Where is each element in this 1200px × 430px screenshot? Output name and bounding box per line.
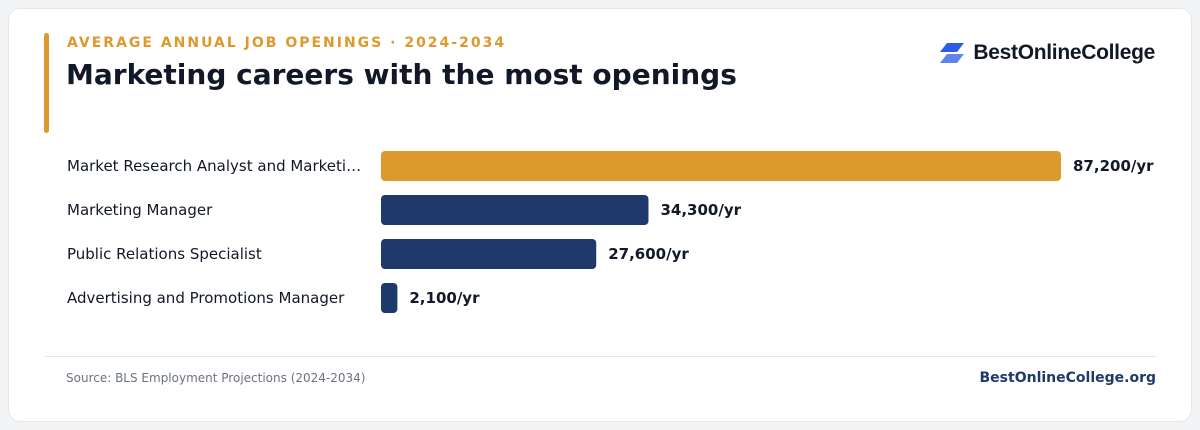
chart-eyebrow: AVERAGE ANNUAL JOB OPENINGS · 2024-2034: [67, 35, 507, 51]
accent-bar: [44, 33, 49, 133]
bar: [381, 195, 649, 225]
bar: [381, 283, 398, 313]
source-note: Source: BLS Employment Projections (2024…: [66, 371, 366, 385]
stacked-parallelogram-logo-icon: [940, 43, 965, 63]
bar-chart-svg: Market Research Analyst and Marketi… 87,2…: [67, 151, 1154, 313]
value-label: 34,300/yr: [660, 201, 741, 219]
category-label: Marketing Manager: [67, 201, 213, 219]
value-label: 87,200/yr: [1073, 157, 1154, 175]
value-label: 27,600/yr: [608, 245, 689, 263]
footer-divider: [44, 356, 1157, 357]
bar-chart: Market Research Analyst and Marketi… 87,2…: [9, 9, 1193, 423]
brand-logo[interactable]: BestOnlineCollege: [939, 41, 1155, 65]
category-label: Advertising and Promotions Manager: [67, 289, 345, 307]
bar: [381, 239, 597, 269]
category-label: Market Research Analyst and Marketi…: [67, 157, 361, 175]
chart-card: AVERAGE ANNUAL JOB OPENINGS · 2024-2034 …: [8, 8, 1192, 422]
category-label: Public Relations Specialist: [67, 245, 262, 263]
brand-logo-text: BestOnlineCollege: [973, 41, 1155, 64]
value-label: 2,100/yr: [409, 289, 480, 307]
chart-title: Marketing careers with the most openings: [66, 58, 737, 91]
site-link[interactable]: BestOnlineCollege.org: [979, 370, 1156, 386]
bar: [381, 151, 1061, 181]
